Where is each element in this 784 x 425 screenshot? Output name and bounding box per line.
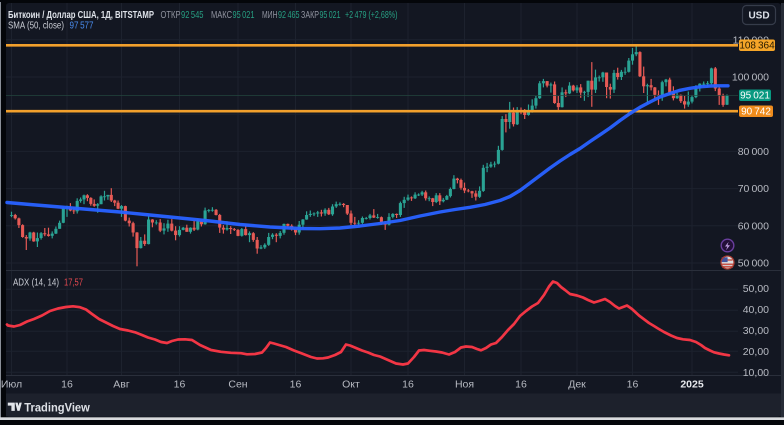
svg-text:92 545: 92 545 (181, 9, 204, 21)
svg-text:Июл: Июл (1, 379, 22, 391)
svg-text:Авг: Авг (113, 379, 130, 391)
svg-text:17,57: 17,57 (64, 278, 83, 289)
svg-text:80 000: 80 000 (738, 146, 769, 158)
svg-text:Окт: Окт (342, 379, 360, 391)
svg-text:Ноя: Ноя (455, 379, 474, 391)
svg-text:90 742: 90 742 (741, 107, 771, 118)
svg-text:95 021: 95 021 (320, 9, 341, 21)
svg-text:SMA (50, close): SMA (50, close) (8, 20, 64, 32)
svg-text:Дек: Дек (568, 379, 586, 391)
svg-text:97 577: 97 577 (70, 20, 94, 32)
svg-text:50 000: 50 000 (738, 258, 769, 270)
svg-text:+2 479 (+2,68%): +2 479 (+2,68%) (345, 9, 398, 21)
svg-text:МАКС: МАКС (211, 9, 232, 21)
svg-text:10,00: 10,00 (743, 367, 769, 379)
svg-text:30,00: 30,00 (743, 325, 769, 337)
svg-text:ОТКР: ОТКР (161, 9, 181, 21)
svg-text:92 465: 92 465 (278, 9, 300, 21)
svg-text:Биткоин / Доллар США, 1Д, BITS: Биткоин / Доллар США, 1Д, BITSTAMP (8, 9, 154, 21)
svg-text:МИН: МИН (262, 9, 278, 21)
svg-text:ADX (14, 14): ADX (14, 14) (13, 278, 59, 289)
svg-text:108 364: 108 364 (739, 41, 775, 52)
svg-text:70 000: 70 000 (738, 183, 769, 195)
svg-text:ЗАКР: ЗАКР (301, 9, 319, 21)
svg-text:16: 16 (627, 379, 639, 391)
svg-text:USD: USD (748, 11, 769, 22)
svg-text:100 000: 100 000 (732, 72, 769, 84)
svg-text:16: 16 (515, 379, 527, 391)
svg-text:95 021: 95 021 (740, 91, 770, 102)
svg-text:TradingView: TradingView (24, 402, 90, 414)
svg-text:16: 16 (402, 379, 414, 391)
svg-text:16: 16 (290, 379, 302, 391)
svg-text:Сен: Сен (228, 379, 247, 391)
svg-text:20,00: 20,00 (743, 346, 769, 358)
svg-text:2025: 2025 (680, 379, 704, 391)
svg-text:60 000: 60 000 (738, 220, 769, 232)
svg-text:40,00: 40,00 (743, 304, 769, 316)
svg-text:95 021: 95 021 (233, 9, 255, 21)
svg-text:16: 16 (174, 379, 186, 391)
svg-text:50,00: 50,00 (743, 283, 769, 295)
svg-text:16: 16 (61, 379, 73, 391)
